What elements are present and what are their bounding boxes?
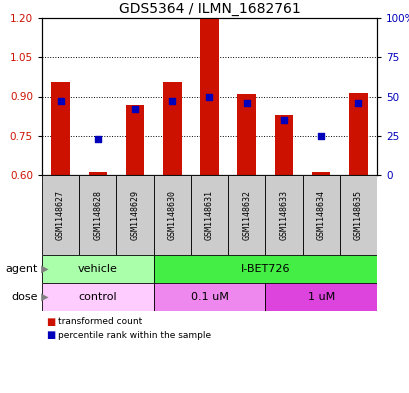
- Text: I-BET726: I-BET726: [240, 264, 290, 274]
- Bar: [311, 172, 330, 175]
- Bar: [79, 175, 116, 255]
- Text: ▶: ▶: [38, 292, 48, 302]
- Bar: [265, 175, 302, 255]
- Point: [169, 98, 175, 105]
- Bar: [227, 175, 265, 255]
- Bar: [265, 283, 376, 311]
- Text: GSM1148627: GSM1148627: [56, 190, 65, 240]
- Text: GSM1148633: GSM1148633: [279, 190, 288, 240]
- Point: [57, 98, 64, 105]
- Text: 0.1 uM: 0.1 uM: [190, 292, 228, 302]
- Bar: [191, 175, 227, 255]
- Bar: [153, 175, 191, 255]
- Text: transformed count: transformed count: [58, 318, 142, 327]
- Text: agent: agent: [5, 264, 38, 274]
- Bar: [116, 175, 153, 255]
- Text: vehicle: vehicle: [78, 264, 117, 274]
- Point: [94, 136, 101, 142]
- Text: percentile rank within the sample: percentile rank within the sample: [58, 331, 211, 340]
- Point: [206, 94, 212, 100]
- Text: GSM1148630: GSM1148630: [167, 190, 176, 240]
- Text: ■: ■: [46, 330, 55, 340]
- Bar: [42, 255, 153, 283]
- Text: ■: ■: [46, 317, 55, 327]
- Bar: [42, 175, 79, 255]
- Point: [317, 132, 324, 139]
- Bar: [162, 82, 181, 175]
- Text: GSM1148628: GSM1148628: [93, 190, 102, 240]
- Text: dose: dose: [11, 292, 38, 302]
- Text: ▶: ▶: [38, 264, 48, 274]
- Bar: [302, 175, 339, 255]
- Text: GSM1148634: GSM1148634: [316, 190, 325, 240]
- Text: GSM1148629: GSM1148629: [130, 190, 139, 240]
- Text: GSM1148631: GSM1148631: [204, 190, 213, 240]
- Bar: [237, 94, 255, 175]
- Bar: [153, 283, 265, 311]
- Bar: [42, 283, 153, 311]
- Text: GSM1148632: GSM1148632: [242, 190, 251, 240]
- Point: [354, 100, 361, 106]
- Bar: [274, 115, 292, 175]
- Text: 1 uM: 1 uM: [307, 292, 334, 302]
- Title: GDS5364 / ILMN_1682761: GDS5364 / ILMN_1682761: [118, 2, 300, 16]
- Bar: [339, 175, 376, 255]
- Bar: [153, 255, 376, 283]
- Bar: [200, 19, 218, 175]
- Text: GSM1148635: GSM1148635: [353, 190, 362, 240]
- Point: [131, 106, 138, 112]
- Bar: [51, 82, 70, 175]
- Bar: [348, 93, 367, 175]
- Bar: [126, 105, 144, 175]
- Point: [243, 100, 249, 106]
- Point: [280, 117, 287, 123]
- Bar: [88, 172, 107, 175]
- Text: control: control: [79, 292, 117, 302]
